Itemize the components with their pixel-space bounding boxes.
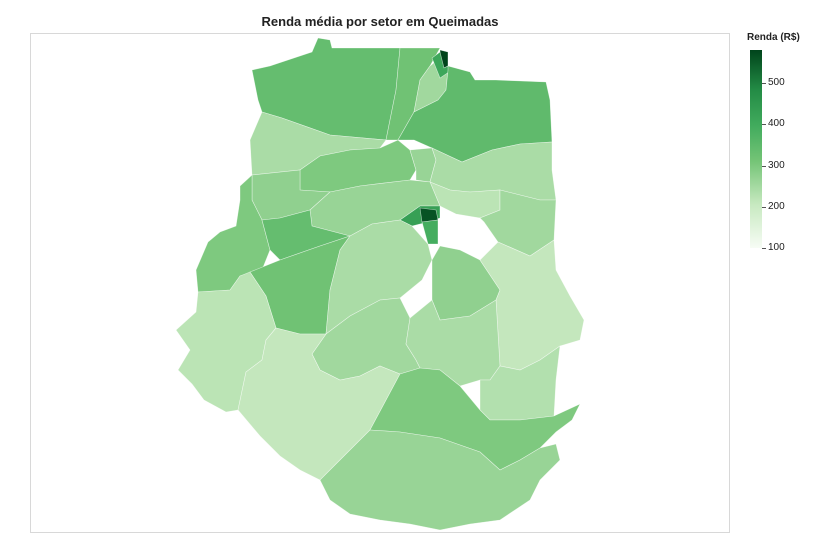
map-frame — [30, 33, 730, 533]
region-south-east[interactable] — [479, 345, 561, 421]
region-center-core-2[interactable] — [421, 219, 439, 245]
legend-tickmark — [762, 165, 766, 167]
legend-tick-label: 300 — [768, 159, 785, 171]
legend-title: Renda (R$) — [747, 32, 800, 43]
legend-tick-label: 100 — [768, 242, 785, 253]
color-legend: Renda (R$) 500 400 300 200 100 — [747, 32, 817, 262]
legend-tickmark — [762, 83, 766, 84]
legend-tickmark — [762, 124, 766, 126]
legend-tickmark — [762, 248, 766, 249]
legend-tick-label: 500 — [768, 77, 785, 88]
region-center-south[interactable] — [325, 219, 433, 335]
legend-color-bar — [750, 50, 762, 248]
map-title: Renda média por setor em Queimadas — [261, 14, 499, 29]
legend-tickmark — [762, 206, 766, 208]
legend-tick-label: 200 — [768, 200, 785, 212]
region-south[interactable] — [319, 429, 561, 531]
region-south-west[interactable] — [237, 327, 401, 481]
legend-tick-label: 400 — [768, 118, 785, 130]
region-center-core[interactable] — [419, 207, 439, 223]
